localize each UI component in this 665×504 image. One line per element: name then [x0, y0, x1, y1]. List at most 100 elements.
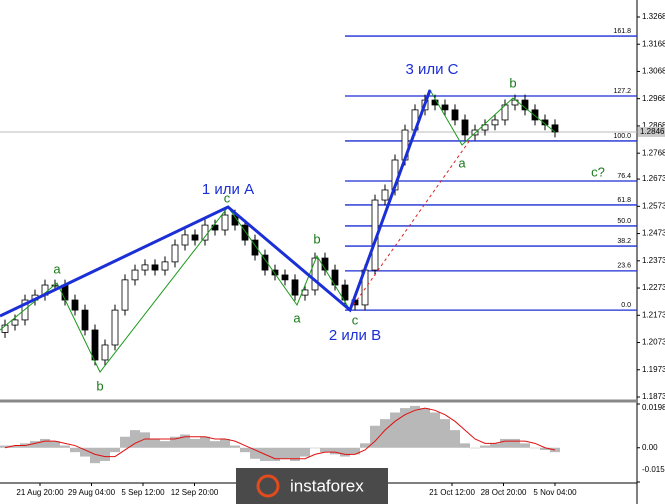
candle-body	[451, 109, 459, 121]
candle-body	[11, 319, 19, 326]
oscillator-bar	[450, 430, 460, 448]
oscillator-bar	[300, 447, 310, 457]
fib-label: 100.0	[613, 133, 631, 140]
oscillator-bar	[40, 438, 50, 448]
candle-body	[191, 234, 199, 241]
oscillator-bar	[160, 441, 170, 448]
watermark-logo	[256, 474, 280, 498]
candle-body	[531, 109, 539, 121]
oscillator-bar	[140, 432, 150, 448]
oscillator-bar	[60, 445, 70, 448]
y-tick-label: 1.1973	[642, 365, 665, 374]
candle-body	[281, 274, 289, 281]
sub-wave-label: a	[458, 155, 466, 170]
candle-body	[171, 244, 179, 263]
oscillator-bar	[210, 441, 220, 448]
y-tick-label: 1.2868	[642, 121, 665, 130]
watermark: instaforex	[290, 476, 364, 495]
wave-label: 3 или C	[405, 61, 458, 78]
oscillator-bar	[270, 447, 280, 461]
oscillator-bar	[220, 438, 230, 448]
fib-label: 127.2	[613, 88, 631, 95]
oscillator-bar	[230, 445, 240, 448]
candle-body	[231, 214, 239, 226]
candle-body	[251, 239, 259, 256]
oscillator-bar	[320, 447, 330, 453]
fib-label: 50.0	[617, 218, 631, 225]
candle-body	[71, 299, 79, 311]
oscillator-signal	[4, 407, 556, 460]
sub-wave-label: a	[293, 310, 301, 325]
candle-body	[481, 124, 489, 131]
candle-body	[151, 264, 159, 271]
candle-body	[201, 224, 209, 241]
candle-body	[121, 279, 129, 311]
fib-label: 161.8	[613, 28, 631, 35]
oscillator-bar	[250, 447, 260, 459]
sub-wave-label: b	[313, 231, 320, 246]
oscillator-bar	[440, 419, 450, 448]
x-tick-label: 5 Nov 04:00	[533, 488, 577, 497]
candle-body	[311, 257, 319, 291]
oscillator-bar	[290, 447, 300, 461]
candle-body	[431, 99, 439, 106]
x-tick-label: 12 Sep 20:00	[171, 488, 219, 497]
y-tick-label: 1.3268	[642, 12, 665, 21]
candle-body	[521, 99, 529, 111]
fib-label: 76.4	[617, 173, 631, 180]
candle-body	[131, 269, 139, 281]
oscillator-bar	[500, 438, 510, 448]
oscillator-bar	[400, 408, 410, 448]
current-price-label: 1.2846	[640, 127, 665, 136]
candle-body	[81, 309, 89, 331]
candle-body	[261, 254, 269, 271]
oscillator-bar	[470, 447, 480, 449]
x-tick-label: 21 Oct 12:00	[429, 488, 475, 497]
oscillator-bar	[30, 441, 40, 448]
candle-body	[181, 234, 189, 246]
x-tick-label: 29 Aug 04:00	[68, 488, 116, 497]
y-tick-label: 1.2173	[642, 310, 665, 319]
y-tick-label: 1.1873	[642, 392, 665, 401]
oscillator-bar	[190, 438, 200, 448]
oscillator-bar	[370, 425, 380, 448]
oscillator-bar	[460, 443, 470, 448]
fib-label: 61.8	[617, 197, 631, 204]
sub-wave-label: b	[509, 75, 516, 90]
y-tick-label: 0.00	[642, 443, 658, 452]
y-tick-label: 1.2968	[642, 94, 665, 103]
oscillator-bar	[410, 405, 420, 448]
sub-wave-label: c?	[591, 164, 605, 179]
candle-body	[291, 279, 299, 296]
sub-wave-label: b	[96, 378, 103, 393]
wave-labels: 1 или A 2 или B 3 или C a b c b a c a b …	[53, 61, 604, 393]
x-tick-label: 21 Aug 20:00	[16, 488, 64, 497]
sub-wave-line	[0, 88, 556, 373]
sub-wave-label: c	[352, 312, 359, 327]
oscillator-bar	[390, 412, 400, 448]
oscillator-bar	[200, 436, 210, 448]
oscillator-bar	[350, 447, 360, 455]
x-tick-label: 28 Oct 20:00	[481, 488, 527, 497]
sub-wave-label: a	[53, 261, 61, 276]
fib-label: 23.6	[617, 263, 631, 270]
candle-body	[111, 309, 119, 346]
candle-body	[141, 264, 149, 271]
candle-body	[541, 119, 549, 126]
candle-body	[491, 119, 499, 126]
oscillator-bar	[380, 419, 390, 448]
oscillator-bar	[510, 438, 520, 448]
candle-body	[241, 224, 249, 241]
y-tick-label: -0.01555	[642, 465, 665, 474]
y-tick-label: 1.2373	[642, 256, 665, 265]
sub-wave-label: c	[224, 190, 231, 205]
y-tick-label: 1.2073	[642, 338, 665, 347]
candle-body	[101, 344, 109, 361]
oscillator-bar	[430, 412, 440, 448]
oscillator-bar	[360, 443, 370, 448]
fib-label: 38.2	[617, 238, 631, 245]
candle-body	[221, 214, 229, 231]
fib-label: 0.0	[621, 302, 631, 309]
